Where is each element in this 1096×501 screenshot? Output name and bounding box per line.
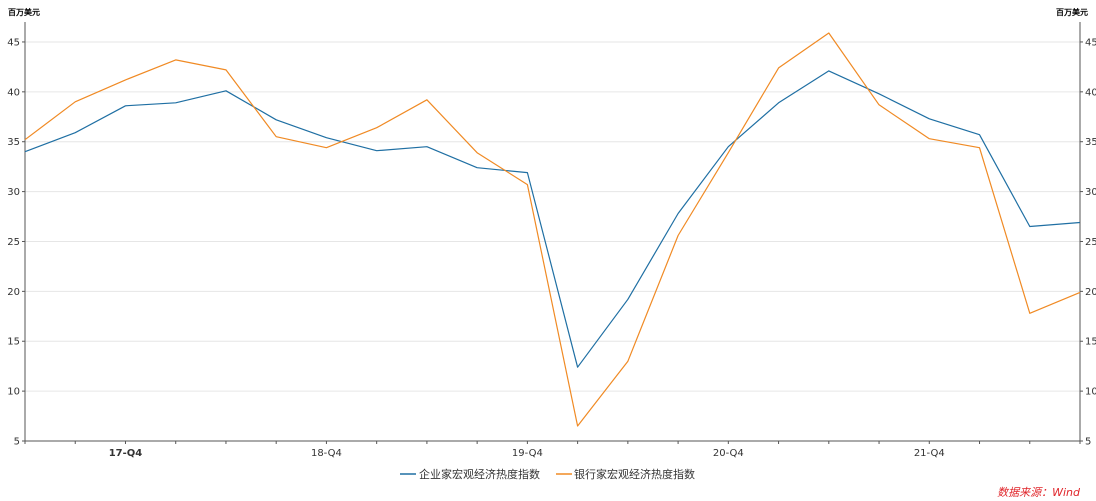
y-axis-unit-right: 百万美元 — [1056, 7, 1088, 17]
gridlines — [25, 41, 1080, 442]
series-line-banker — [24, 32, 1081, 427]
y-tick-label-right: 5 — [1085, 437, 1091, 448]
x-tick-label: 21-Q4 — [914, 448, 945, 459]
y-tick-label: 25 — [7, 237, 20, 248]
y-tick-label-right: 15 — [1085, 337, 1096, 348]
y-axis-right-ticks: 5 10 15 20 25 30 35 40 45 — [1080, 37, 1096, 448]
legend: 企业家宏观经济热度指数 银行家宏观经济热度指数 — [400, 467, 695, 481]
x-tick-label: 17-Q4 — [109, 448, 143, 459]
y-tick-label: 5 — [14, 437, 20, 448]
y-tick-label: 10 — [7, 387, 20, 398]
y-tick-label-right: 40 — [1085, 87, 1096, 98]
x-tick-label: 18-Q4 — [311, 448, 342, 459]
y-tick-label-right: 10 — [1085, 387, 1096, 398]
x-tick-label: 20-Q4 — [713, 448, 744, 459]
x-tick-label: 19-Q4 — [512, 448, 543, 459]
y-tick-label-right: 45 — [1085, 37, 1096, 48]
x-axis-ticks: 17-Q4 18-Q4 19-Q4 20-Q4 21-Q4 — [24, 441, 1081, 459]
legend-label-banker: 银行家宏观经济热度指数 — [574, 467, 695, 481]
y-tick-label: 20 — [7, 287, 20, 298]
y-tick-label-right: 35 — [1085, 137, 1096, 148]
y-tick-label-right: 30 — [1085, 187, 1096, 198]
y-tick-label: 15 — [7, 337, 20, 348]
y-axis-unit-left: 百万美元 — [8, 7, 40, 17]
y-tick-label: 45 — [7, 37, 20, 48]
y-tick-label: 35 — [7, 137, 20, 148]
y-axis-left-ticks: 5 10 15 20 25 30 35 40 45 — [7, 37, 25, 448]
y-tick-label-right: 20 — [1085, 287, 1096, 298]
y-tick-label: 40 — [7, 87, 20, 98]
legend-label-enterprise: 企业家宏观经济热度指数 — [419, 467, 540, 481]
y-tick-label-right: 25 — [1085, 237, 1096, 248]
data-source: 数据来源：Wind — [997, 486, 1081, 499]
series-lines — [24, 32, 1081, 427]
axes — [24, 22, 1081, 442]
series-line-enterprise — [24, 70, 1081, 368]
y-tick-label: 30 — [7, 187, 20, 198]
